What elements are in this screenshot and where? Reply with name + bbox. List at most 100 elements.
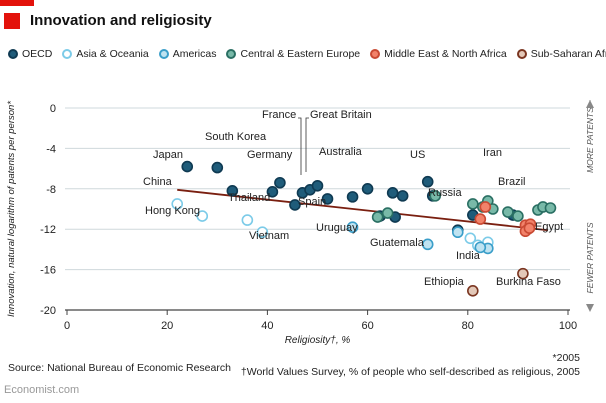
country-label: Hong Kong xyxy=(145,205,200,217)
data-point xyxy=(421,175,434,188)
country-label: Guatemala xyxy=(370,237,425,249)
footnote-religiosity: †World Values Survey, % of people who se… xyxy=(240,366,580,378)
x-tick-label: 40 xyxy=(261,320,273,332)
legend-item: Asia & Oceania xyxy=(62,48,149,60)
arrow-up-icon xyxy=(586,100,594,108)
country-label: US xyxy=(410,149,425,161)
data-point xyxy=(266,186,279,198)
title-marker xyxy=(4,13,20,29)
more-patents-label: MORE PATENTS xyxy=(585,107,595,173)
data-point xyxy=(467,198,479,210)
country-label: France xyxy=(262,109,296,121)
data-point xyxy=(512,210,524,222)
x-tick-label: 60 xyxy=(361,320,373,332)
country-label: Great Britain xyxy=(310,109,372,121)
x-tick-label: 20 xyxy=(161,320,173,332)
x-tick-label: 100 xyxy=(559,320,577,332)
legend-swatch xyxy=(226,49,237,59)
data-point xyxy=(211,161,224,174)
data-point xyxy=(464,232,477,245)
legend-label: Asia & Oceania xyxy=(76,48,149,60)
brand-footer: Economist.com xyxy=(4,384,80,396)
legend-item: Sub-Saharan Africa xyxy=(516,48,606,60)
country-label: Uruguay xyxy=(316,222,358,234)
data-point xyxy=(523,222,536,234)
data-point xyxy=(311,179,324,192)
data-point xyxy=(321,193,334,205)
data-point xyxy=(181,160,194,173)
data-point xyxy=(371,211,384,223)
data-point xyxy=(474,213,487,225)
country-label: Ethiopia xyxy=(424,276,465,288)
legend-item: Americas xyxy=(158,48,217,60)
legend: OECD Asia & Oceania Americas Central & East… xyxy=(8,48,606,60)
x-tick-label: 80 xyxy=(462,320,474,332)
data-point xyxy=(274,176,286,189)
data-point xyxy=(346,221,359,233)
data-point xyxy=(474,241,487,254)
country-label: Russia xyxy=(428,187,463,199)
legend-swatch xyxy=(62,49,73,59)
data-point xyxy=(171,198,184,210)
fewer-patents-label: FEWER PATENTS xyxy=(585,222,595,293)
country-label: Burkina Faso xyxy=(496,276,561,288)
country-label: Iran xyxy=(483,147,502,159)
data-point xyxy=(544,202,557,214)
legend-swatch xyxy=(8,49,18,59)
country-label: Germany xyxy=(247,149,293,161)
data-point xyxy=(289,199,301,211)
data-point xyxy=(429,190,442,202)
leader-line-great-britain xyxy=(305,117,309,172)
y-tick-label: -16 xyxy=(40,265,56,277)
data-point xyxy=(241,214,254,226)
data-point xyxy=(346,191,359,203)
y-tick-label: -4 xyxy=(46,143,56,155)
data-point xyxy=(256,226,269,239)
legend-label: Middle East & North Africa xyxy=(384,48,507,60)
legend-label: Sub-Saharan Africa xyxy=(530,48,606,60)
y-tick-label: -12 xyxy=(40,224,56,236)
y-tick-label: -20 xyxy=(40,305,56,317)
data-point xyxy=(386,187,399,199)
country-label: Japan xyxy=(153,149,183,161)
y-tick-label: 0 xyxy=(50,103,56,115)
data-point xyxy=(226,185,239,197)
legend-label: Americas xyxy=(172,48,217,60)
country-label: Brazil xyxy=(498,176,526,188)
footnote-year: *2005 xyxy=(552,352,580,364)
legend-label: Central & Eastern Europe xyxy=(240,48,361,60)
trendline xyxy=(177,188,549,232)
country-label: India xyxy=(456,250,481,262)
data-point xyxy=(517,267,529,280)
data-point xyxy=(421,238,434,251)
data-point xyxy=(502,206,514,218)
country-label: Vietnam xyxy=(249,230,289,242)
data-point xyxy=(361,183,374,195)
x-axis-label: Religiosity†, % xyxy=(285,335,351,346)
legend-item: Middle East & North Africa xyxy=(370,48,507,60)
legend-label: OECD xyxy=(22,48,53,60)
data-point xyxy=(451,226,464,239)
legend-swatch xyxy=(370,49,381,59)
country-label: China xyxy=(143,176,173,188)
country-label: Australia xyxy=(319,146,363,158)
country-label: Thailand xyxy=(228,192,270,204)
legend-item: OECD xyxy=(8,48,52,60)
data-point xyxy=(467,285,479,297)
data-point xyxy=(196,210,209,222)
data-point xyxy=(381,207,394,219)
country-label: Spain xyxy=(298,196,326,208)
x-tick-label: 0 xyxy=(64,320,70,332)
data-point xyxy=(479,201,492,213)
legend-swatch xyxy=(158,49,169,59)
leader-line-france xyxy=(298,117,302,175)
chart-title: Innovation and religiosity xyxy=(30,12,212,29)
country-label: Egypt xyxy=(535,221,563,233)
country-label: South Korea xyxy=(205,131,267,143)
y-axis-label: Innovation, natural logarithm of patents… xyxy=(6,101,17,317)
legend-item: Central & Eastern Europe xyxy=(226,48,360,60)
legend-swatch xyxy=(516,49,527,59)
y-tick-label: -8 xyxy=(46,184,56,196)
arrow-down-icon xyxy=(586,304,594,312)
